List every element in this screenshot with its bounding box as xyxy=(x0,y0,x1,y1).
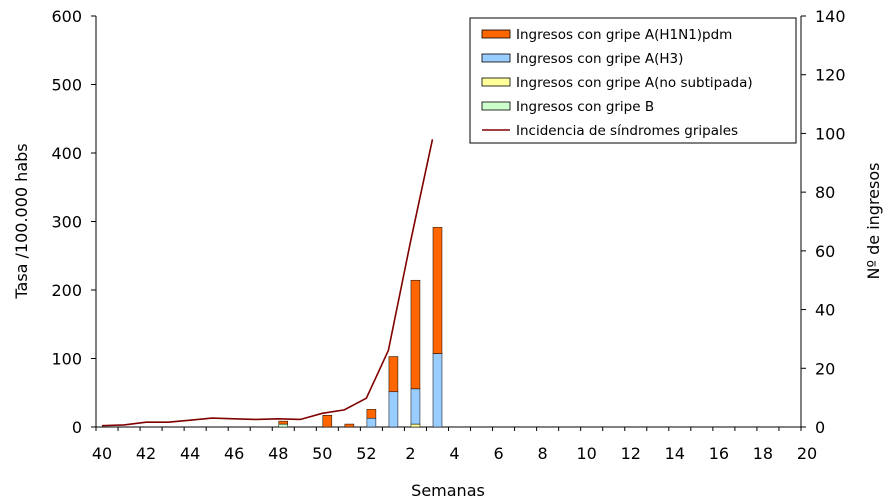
incidencia-line xyxy=(101,139,434,427)
x-tick-label: 50 xyxy=(312,444,332,463)
bar-h1n1 xyxy=(432,227,443,354)
bar-h1n1 xyxy=(366,409,377,419)
left-axis-title: Tasa /100.000 habs xyxy=(12,143,31,299)
bar-h1n1 xyxy=(278,420,289,425)
x-tick-label: 2 xyxy=(405,444,415,463)
bar-h1n1 xyxy=(344,423,355,428)
legend-label-h3: Ingresos con gripe A(H3) xyxy=(516,51,683,67)
x-tick-label: 12 xyxy=(621,444,641,463)
x-tick-label: 20 xyxy=(797,444,817,463)
x-tick-label: 46 xyxy=(224,444,244,463)
legend-swatch-h1n1 xyxy=(481,29,511,39)
left-tick-label: 500 xyxy=(51,76,82,95)
x-tick-label: 44 xyxy=(180,444,200,463)
bar-b xyxy=(278,423,289,428)
x-tick-label: 10 xyxy=(577,444,597,463)
bar-h1n1 xyxy=(410,279,421,390)
legend-box xyxy=(469,17,797,144)
left-tick-label: 300 xyxy=(51,213,82,232)
x-tick-label: 42 xyxy=(136,444,156,463)
x-axis-title: Semanas xyxy=(411,481,485,499)
right-tick-label: 60 xyxy=(815,242,835,261)
left-tick-label: 100 xyxy=(51,350,82,369)
legend-label-h1n1: Ingresos con gripe A(H1N1)pdm xyxy=(516,27,732,43)
legend-swatch-h3 xyxy=(481,53,511,63)
right-tick-label: 100 xyxy=(815,124,846,143)
bar-h1n1 xyxy=(388,356,399,393)
right-tick-label: 140 xyxy=(815,7,846,26)
bar-h3 xyxy=(366,417,377,428)
right-tick-label: 40 xyxy=(815,301,835,320)
left-tick-label: 400 xyxy=(51,144,82,163)
x-tick-label: 16 xyxy=(709,444,729,463)
bar-h3 xyxy=(388,391,399,428)
bar-h1n1 xyxy=(322,415,333,428)
left-tick-label: 200 xyxy=(51,281,82,300)
left-tick-label: 0 xyxy=(72,418,82,437)
right-tick-label: 20 xyxy=(815,359,835,378)
bar-series xyxy=(278,227,443,428)
x-tick-label: 4 xyxy=(449,444,459,463)
bar-no-subtipada xyxy=(410,423,421,428)
right-axis-title: Nº de ingresos xyxy=(864,163,883,280)
x-tick-label: 14 xyxy=(665,444,685,463)
left-tick-label: 600 xyxy=(51,7,82,26)
x-tick-label: 8 xyxy=(538,444,548,463)
right-tick-label: 80 xyxy=(815,183,835,202)
legend: Ingresos con gripe A(H1N1)pdm Ingresos c… xyxy=(469,17,797,144)
x-tick-label: 40 xyxy=(92,444,112,463)
right-axis-ticks: 0 20 40 60 80 100 120 140 xyxy=(801,7,846,437)
legend-swatch-b xyxy=(481,101,511,111)
legend-label-b: Ingresos con gripe B xyxy=(516,99,654,115)
x-axis-ticks: 40 42 44 46 48 50 52 2 4 6 8 10 12 14 16 18 20 xyxy=(92,427,817,463)
legend-label-incidencia: Incidencia de síndromes gripales xyxy=(516,123,738,139)
x-tick-label: 6 xyxy=(493,444,503,463)
bar-h3 xyxy=(410,388,421,425)
bar-h3 xyxy=(432,353,443,428)
x-tick-label: 48 xyxy=(268,444,288,463)
right-tick-label: 0 xyxy=(815,418,825,437)
legend-label-no-subtipada: Ingresos con gripe A(no subtipada) xyxy=(516,75,753,91)
line-series xyxy=(101,139,434,427)
x-tick-label: 52 xyxy=(356,444,376,463)
legend-swatch-no-subtipada xyxy=(481,77,511,87)
x-tick-label: 18 xyxy=(753,444,773,463)
left-axis-ticks: 0 100 200 300 400 500 600 xyxy=(51,7,96,437)
right-tick-label: 120 xyxy=(815,66,846,85)
